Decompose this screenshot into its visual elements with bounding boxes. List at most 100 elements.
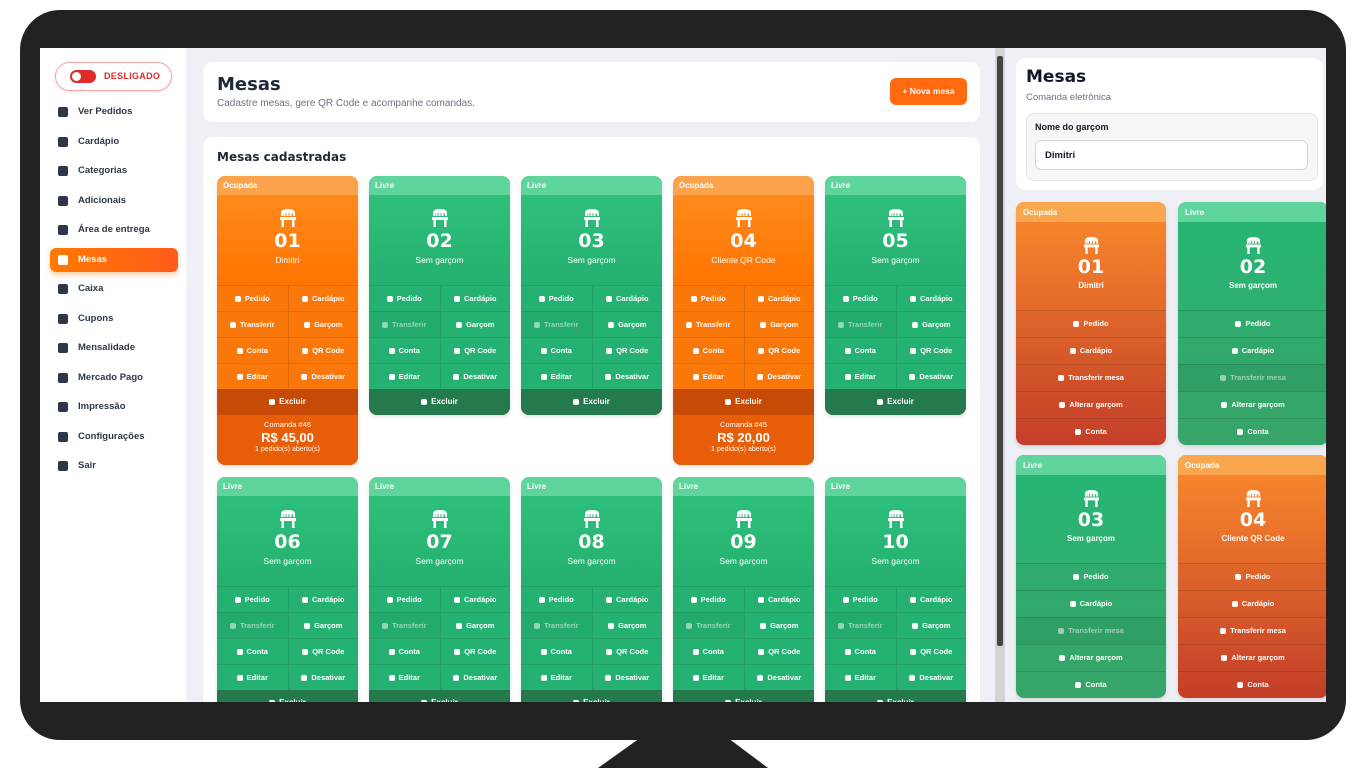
action-button[interactable]: Cardápio [743,586,814,612]
action-button[interactable]: Pedido [825,285,896,311]
action-button[interactable]: Cardápio [1178,337,1326,364]
action-button[interactable]: Alterar garçom [1178,644,1326,671]
action-button[interactable]: Editar [673,363,744,389]
menu-item[interactable]: Mercado Pago [50,366,178,390]
action-button[interactable]: Editar [521,664,592,690]
action-button[interactable]: Garçom [743,612,814,638]
delete-button[interactable]: Excluir [825,389,966,415]
action-button[interactable]: Cardápio [1178,590,1326,617]
action-button[interactable]: Conta [217,638,288,664]
menu-item[interactable]: Ver Pedidos [50,100,178,124]
action-button[interactable]: Desativar [591,664,662,690]
action-button[interactable]: Desativar [287,664,358,690]
action-button[interactable]: Conta [369,337,440,363]
action-button[interactable]: Pedido [369,285,440,311]
action-button[interactable]: Cardápio [743,285,814,311]
action-button[interactable]: Conta [1178,418,1326,445]
delete-button[interactable]: Excluir [217,690,358,702]
action-button[interactable]: Editar [369,363,440,389]
action-button[interactable]: Pedido [217,285,288,311]
action-button[interactable]: QR Code [439,638,510,664]
menu-item[interactable]: Sair [50,454,178,478]
action-button[interactable]: Conta [673,638,744,664]
action-button[interactable]: QR Code [895,337,966,363]
action-button[interactable]: Editar [825,363,896,389]
action-button[interactable]: Pedido [673,285,744,311]
menu-item[interactable]: Cupons [50,307,178,331]
menu-item[interactable]: Mesas [50,247,178,272]
action-button[interactable]: Desativar [743,664,814,690]
menu-item[interactable]: Configurações [50,425,178,449]
action-button[interactable]: Garçom [439,612,510,638]
menu-item[interactable]: Impressão [50,395,178,419]
action-button[interactable]: Conta [673,337,744,363]
action-button[interactable]: Garçom [895,612,966,638]
delete-button[interactable]: Excluir [521,690,662,702]
menu-item[interactable]: Mensalidade [50,336,178,360]
menu-item[interactable]: Categorias [50,159,178,183]
action-button[interactable]: Cardápio [1016,337,1166,364]
delete-button[interactable]: Excluir [217,389,358,415]
menu-item[interactable]: Caixa [50,277,178,301]
action-button[interactable]: Editar [217,664,288,690]
action-button[interactable]: Pedido [673,586,744,612]
action-button[interactable]: Transferir [673,311,744,337]
action-button[interactable]: QR Code [895,638,966,664]
action-button[interactable]: Garçom [743,311,814,337]
delete-button[interactable]: Excluir [673,389,814,415]
action-button[interactable]: Garçom [287,612,358,638]
action-button[interactable]: Conta [521,337,592,363]
action-button[interactable]: Transferir mesa [1178,617,1326,644]
action-button[interactable]: Cardápio [287,285,358,311]
action-button[interactable]: Cardápio [591,586,662,612]
delete-button[interactable]: Excluir [825,690,966,702]
action-button[interactable]: QR Code [591,337,662,363]
action-button[interactable]: Desativar [439,363,510,389]
action-button[interactable]: Conta [521,638,592,664]
action-button[interactable]: Desativar [895,363,966,389]
delete-button[interactable]: Excluir [673,690,814,702]
action-button[interactable]: Transferir mesa [1016,364,1166,391]
action-button[interactable]: Pedido [369,586,440,612]
action-button[interactable]: Cardápio [895,285,966,311]
action-button[interactable]: Conta [1016,671,1166,698]
menu-item[interactable]: Adicionais [50,189,178,213]
action-button[interactable]: Alterar garçom [1016,391,1166,418]
action-button[interactable]: Editar [825,664,896,690]
delete-button[interactable]: Excluir [369,690,510,702]
action-button[interactable]: Conta [217,337,288,363]
action-button[interactable]: QR Code [439,337,510,363]
action-button[interactable]: Cardápio [1016,590,1166,617]
action-button[interactable]: Pedido [521,285,592,311]
action-button[interactable]: Cardápio [895,586,966,612]
action-button[interactable]: Garçom [287,311,358,337]
action-button[interactable]: Conta [369,638,440,664]
action-button[interactable]: Cardápio [439,586,510,612]
action-button[interactable]: Garçom [439,311,510,337]
delete-button[interactable]: Excluir [369,389,510,415]
action-button[interactable]: QR Code [287,337,358,363]
action-button[interactable]: Alterar garçom [1016,644,1166,671]
action-button[interactable]: Pedido [1016,310,1166,337]
action-button[interactable]: Pedido [1016,563,1166,590]
action-button[interactable]: Pedido [217,586,288,612]
action-button[interactable]: Conta [825,337,896,363]
action-button[interactable]: Desativar [895,664,966,690]
action-button[interactable]: Cardápio [287,586,358,612]
action-button[interactable]: Pedido [521,586,592,612]
action-button[interactable]: Pedido [825,586,896,612]
action-button[interactable]: QR Code [743,638,814,664]
action-button[interactable]: Cardápio [439,285,510,311]
action-button[interactable]: Pedido [1178,563,1326,590]
action-button[interactable]: Pedido [1178,310,1326,337]
action-button[interactable]: Garçom [591,311,662,337]
menu-item[interactable]: Área de entrega [50,218,178,242]
action-button[interactable]: Editar [673,664,744,690]
action-button[interactable]: Editar [217,363,288,389]
action-button[interactable]: Conta [1016,418,1166,445]
action-button[interactable]: Transferir [217,311,288,337]
action-button[interactable]: Garçom [895,311,966,337]
new-table-button[interactable]: + Nova mesa [890,78,967,105]
menu-item[interactable]: Cardápio [50,130,178,154]
action-button[interactable]: Conta [825,638,896,664]
